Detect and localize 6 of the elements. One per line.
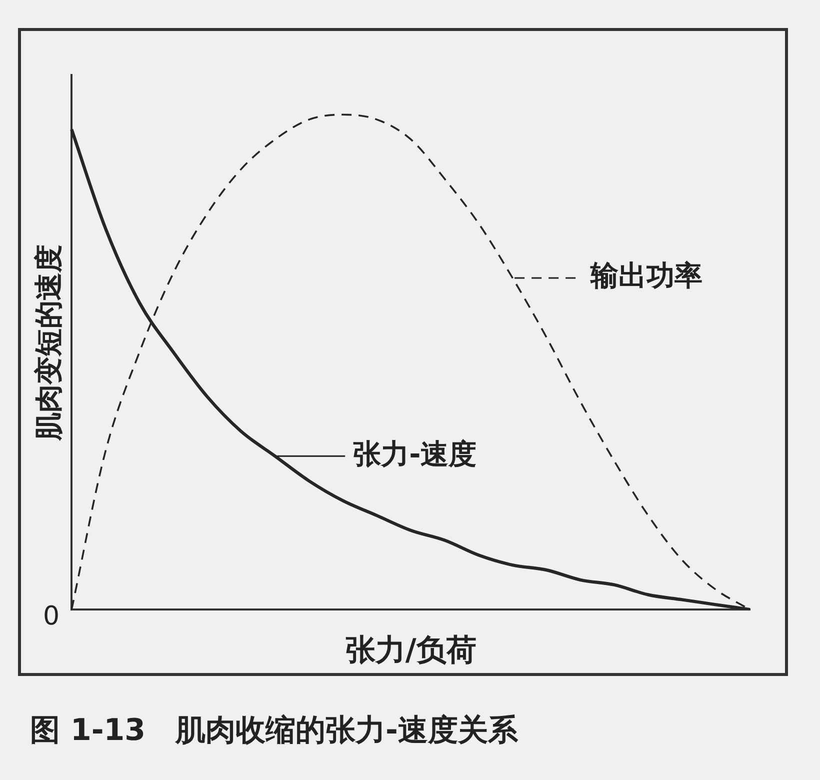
y-axis-title: 肌肉变短的速度 — [32, 244, 66, 442]
text: 图 1-13 肌肉收缩的张力-速度关系 — [30, 712, 519, 748]
x-axis-title: 张力/负荷 — [345, 632, 476, 668]
legend-label: 张力-速度 — [353, 437, 477, 470]
legend-label: 输出功率 — [590, 259, 703, 292]
text: 0 — [43, 601, 60, 632]
